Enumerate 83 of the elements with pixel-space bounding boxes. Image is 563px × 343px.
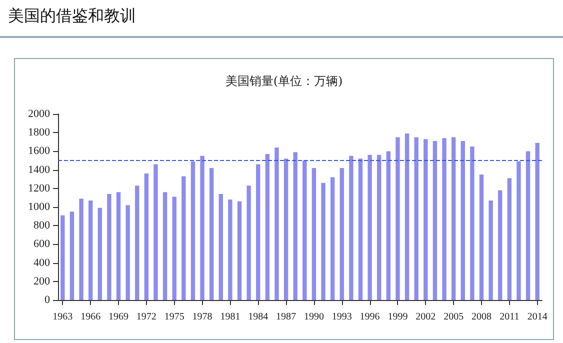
bar	[162, 192, 168, 300]
bar	[172, 196, 176, 300]
x-tick-label: 1990	[304, 312, 324, 322]
x-tick-label: 1972	[136, 312, 156, 322]
bar	[98, 208, 102, 300]
y-tick-label: 1200	[28, 182, 50, 194]
bar	[330, 177, 335, 300]
bar	[79, 198, 84, 300]
bar	[190, 161, 196, 300]
bar	[70, 212, 74, 300]
bar	[414, 137, 418, 300]
bar	[274, 147, 279, 300]
bar	[144, 174, 149, 300]
bar	[116, 192, 121, 300]
chart-subtitle: 美国销量(单位：万辆)	[225, 74, 343, 88]
bar	[368, 154, 372, 300]
x-tick-label: 1996	[360, 312, 380, 322]
bar	[349, 156, 354, 300]
bar	[470, 146, 474, 300]
y-tick-label: 400	[34, 256, 50, 269]
bar	[88, 200, 93, 300]
bar	[126, 205, 130, 300]
chart-title: 美国的借鉴和教训	[8, 6, 136, 27]
bar	[479, 174, 484, 300]
bar	[424, 139, 428, 300]
bar	[265, 154, 270, 300]
bar	[237, 201, 242, 300]
x-tick-label: 1981	[220, 312, 240, 322]
bar	[451, 137, 456, 300]
y-tick-label: 1000	[28, 201, 50, 213]
bar	[182, 176, 186, 300]
bar	[535, 142, 540, 300]
bar	[404, 134, 410, 300]
bar	[154, 164, 158, 300]
x-tick-label: 1987	[276, 312, 296, 322]
bar	[293, 152, 298, 300]
y-tick-label: 800	[34, 220, 50, 232]
bar	[302, 160, 307, 300]
bar	[246, 186, 251, 300]
bar	[312, 168, 316, 300]
x-tick-label: 1993	[332, 312, 352, 322]
x-tick-label: 2008	[472, 312, 492, 322]
y-tick-label: 600	[34, 238, 50, 250]
y-tick-label: 200	[34, 275, 50, 288]
x-tick-label: 1969	[108, 312, 128, 322]
bar	[460, 140, 465, 300]
x-tick-label: 2011	[500, 312, 520, 322]
bar	[60, 215, 65, 300]
bar	[386, 151, 391, 300]
x-tick-label: 1999	[388, 312, 408, 322]
bar	[107, 194, 112, 300]
bar	[432, 140, 438, 300]
bar	[200, 156, 204, 300]
bar	[284, 158, 288, 300]
bar	[526, 151, 530, 300]
bar	[209, 168, 214, 300]
bar	[358, 158, 363, 300]
x-tick-label: 1963	[52, 312, 73, 322]
bar	[377, 154, 382, 300]
bar	[256, 164, 260, 300]
bar	[135, 186, 140, 300]
y-tick-label: 1600	[28, 145, 50, 158]
y-tick-label: 1800	[28, 126, 50, 139]
y-tick-label: 0	[44, 294, 50, 306]
bar	[396, 137, 400, 300]
x-tick-label: 1978	[192, 312, 212, 322]
bar	[507, 178, 512, 300]
bar	[498, 190, 502, 300]
bar	[516, 161, 521, 300]
bar	[442, 138, 446, 300]
x-tick-label: 1975	[164, 312, 184, 322]
bar	[340, 168, 344, 300]
x-tick-label: 2005	[444, 312, 464, 322]
x-tick-label: 1966	[80, 312, 101, 322]
bar	[228, 200, 232, 300]
y-tick-label: 1400	[28, 164, 50, 176]
bar	[488, 200, 493, 300]
bar	[321, 182, 326, 300]
x-tick-label: 2002	[416, 312, 436, 322]
x-tick-label: 2014	[527, 312, 548, 322]
bar	[218, 194, 223, 300]
x-tick-label: 1984	[248, 312, 268, 322]
y-tick-label: 2000	[28, 108, 50, 120]
